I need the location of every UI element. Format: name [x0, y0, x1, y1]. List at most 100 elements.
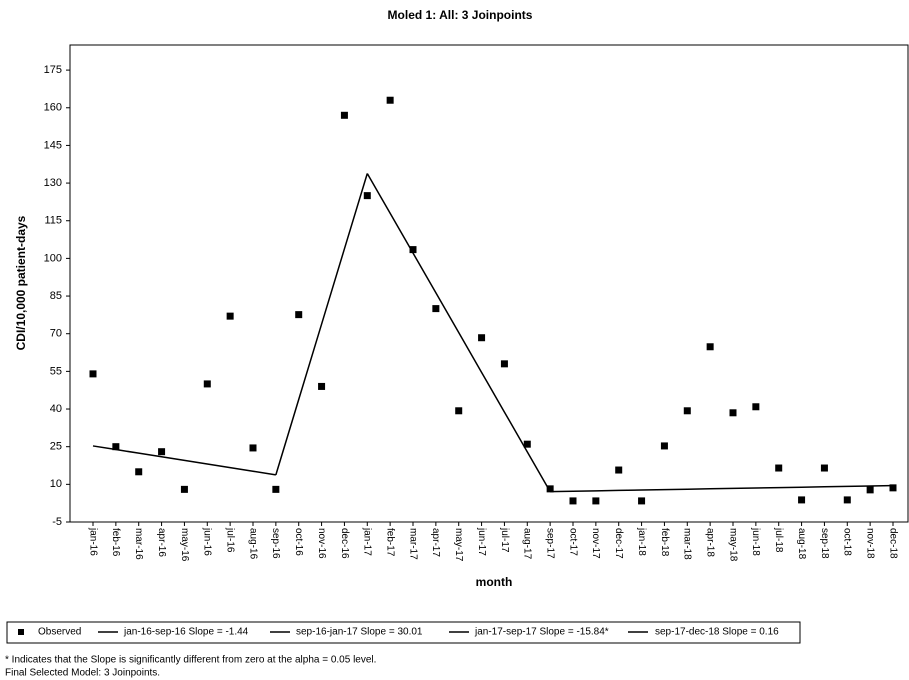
observed-point — [455, 407, 463, 415]
legend-label: sep-16-jan-17 Slope = 30.01 — [296, 627, 423, 638]
x-tick-label: sep-18 — [819, 528, 830, 559]
x-tick-label: aug-18 — [796, 528, 807, 560]
observed-point — [363, 192, 371, 200]
observed-point — [295, 311, 303, 319]
observed-point — [158, 448, 166, 456]
observed-point — [889, 484, 897, 492]
y-tick-label: 160 — [44, 102, 62, 114]
observed-point — [272, 485, 280, 493]
observed-point — [798, 496, 806, 504]
x-tick-label: jan-17 — [362, 527, 373, 556]
observed-point — [638, 497, 646, 505]
observed-point — [89, 370, 97, 378]
x-tick-label: may-18 — [727, 528, 738, 562]
x-tick-label: oct-17 — [567, 528, 578, 556]
footnote: Final Selected Model: 3 Joinpoints. — [5, 668, 160, 679]
x-tick-label: may-17 — [453, 528, 464, 562]
x-tick-label: jun-17 — [476, 527, 487, 556]
legend-marker — [18, 629, 24, 635]
y-tick-label: 115 — [44, 215, 62, 227]
observed-point — [660, 442, 668, 450]
observed-point — [478, 334, 486, 342]
observed-point — [592, 497, 600, 505]
x-tick-label: aug-16 — [247, 528, 258, 560]
footnote: * Indicates that the Slope is significan… — [5, 655, 376, 666]
legend-label: sep-17-dec-18 Slope = 0.16 — [655, 627, 779, 638]
x-tick-label: jul-18 — [773, 527, 784, 553]
x-tick-label: may-16 — [179, 528, 190, 562]
y-tick-label: 25 — [50, 441, 62, 453]
y-tick-label: 175 — [44, 64, 62, 76]
x-tick-label: dec-16 — [339, 528, 350, 559]
x-tick-label: dec-18 — [887, 528, 898, 559]
observed-point — [500, 360, 508, 368]
observed-point — [866, 486, 874, 494]
x-tick-label: nov-16 — [316, 528, 327, 559]
x-tick-label: sep-16 — [270, 528, 281, 559]
x-tick-label: nov-17 — [590, 528, 601, 559]
observed-point — [729, 409, 737, 417]
x-tick-label: nov-18 — [865, 528, 876, 559]
y-tick-label: 145 — [44, 139, 62, 151]
x-tick-label: jul-17 — [499, 527, 510, 553]
plot-frame — [69, 44, 909, 523]
x-tick-label: apr-17 — [430, 528, 441, 557]
legend-label: Observed — [38, 627, 81, 638]
x-tick-label: feb-17 — [385, 528, 396, 557]
observed-point — [546, 485, 554, 493]
x-tick-label: feb-16 — [110, 528, 121, 557]
x-tick-label: mar-17 — [407, 528, 418, 560]
observed-point — [775, 464, 783, 472]
observed-point — [820, 464, 828, 472]
x-tick-label: jan-18 — [636, 527, 647, 556]
x-tick-label: jan-16 — [87, 527, 98, 556]
x-tick-label: jun-18 — [750, 527, 761, 556]
x-axis-label: month — [476, 575, 513, 589]
observed-point — [843, 496, 851, 504]
x-tick-label: sep-17 — [545, 528, 556, 559]
x-tick-label: mar-18 — [682, 528, 693, 560]
observed-point — [249, 444, 257, 452]
x-tick-label: jul-16 — [225, 527, 236, 553]
observed-point — [432, 305, 440, 313]
legend-label: jan-17-sep-17 Slope = -15.84* — [474, 627, 609, 638]
y-tick-label: 130 — [44, 177, 62, 189]
observed-point — [386, 96, 394, 104]
x-tick-label: oct-18 — [842, 528, 853, 556]
y-tick-label: 10 — [50, 478, 62, 490]
observed-point — [615, 466, 623, 474]
y-tick-label: 70 — [50, 328, 62, 340]
chart-title: Moled 1: All: 3 Joinpoints — [388, 8, 533, 22]
y-tick-label: 100 — [44, 252, 62, 264]
observed-point — [409, 246, 417, 254]
x-tick-label: feb-18 — [659, 528, 670, 557]
observed-point — [752, 403, 760, 411]
y-tick-label: 55 — [50, 365, 62, 377]
y-tick-label: 40 — [50, 403, 62, 415]
x-tick-label: apr-18 — [705, 528, 716, 557]
observed-point — [112, 443, 120, 451]
fitted-segment — [366, 173, 551, 492]
observed-point — [706, 343, 714, 351]
legend-label: jan-16-sep-16 Slope = -1.44 — [123, 627, 249, 638]
observed-point — [523, 440, 531, 448]
x-tick-label: aug-17 — [522, 528, 533, 560]
observed-point — [683, 407, 691, 415]
legend-box — [6, 621, 801, 644]
observed-point — [569, 497, 577, 505]
observed-point — [318, 382, 326, 390]
y-tick-label: -5 — [52, 516, 62, 528]
observed-point — [203, 380, 211, 388]
observed-point — [226, 312, 234, 320]
x-tick-label: apr-16 — [156, 528, 167, 557]
observed-point — [340, 111, 348, 119]
y-axis-label: CDI/10,000 patient-days — [14, 215, 28, 350]
x-tick-label: jun-16 — [202, 527, 213, 556]
x-tick-label: oct-16 — [293, 528, 304, 556]
fitted-segment — [92, 445, 276, 476]
y-tick-label: 85 — [50, 290, 62, 302]
observed-point — [180, 485, 188, 493]
observed-point — [135, 468, 143, 476]
fitted-segment — [275, 173, 369, 476]
